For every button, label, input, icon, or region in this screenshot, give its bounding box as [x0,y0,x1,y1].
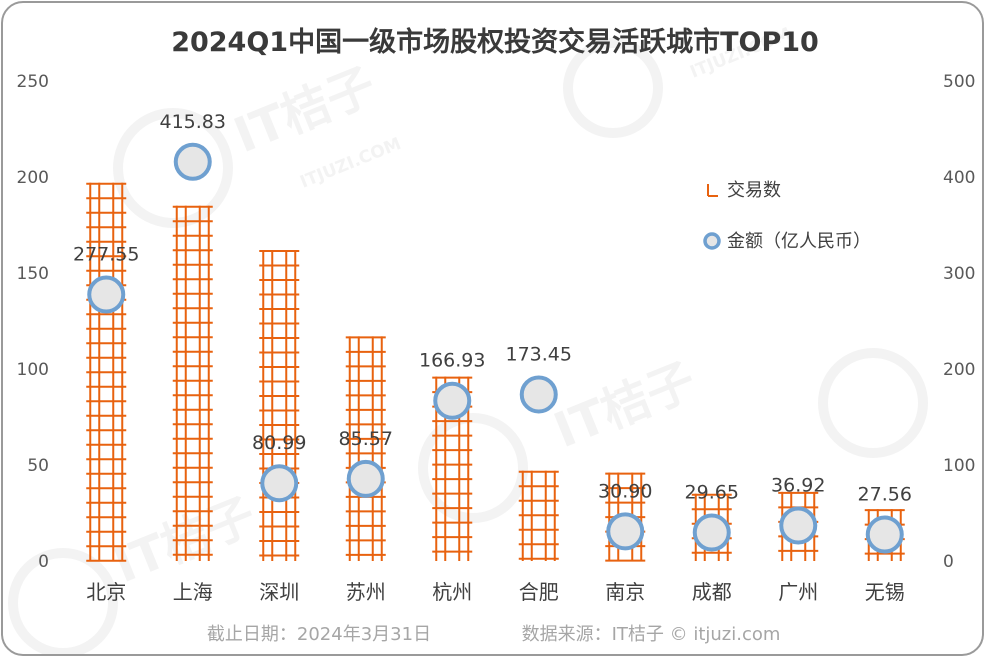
legend-point-icon [703,232,721,250]
category-label: 杭州 [432,580,472,604]
legend-bar-icon [707,184,718,197]
amount-data-label: 85.57 [339,428,393,450]
y-left-tick-label: 0 [38,552,49,572]
left-axis: 0 50 100 150 200 250 [17,72,49,572]
y-right-tick-label: 200 [943,360,975,380]
amount-data-label: 277.55 [73,244,139,266]
amount-point [692,513,731,552]
y-left-tick-label: 50 [27,456,49,476]
y-left-tick-label: 200 [17,168,49,188]
y-right-tick-label: 300 [943,264,975,284]
amount-data-label: 80.99 [252,432,306,454]
y-right-tick-label: 500 [943,72,975,92]
y-right-tick-label: 0 [943,552,954,572]
category-label: 合肥 [519,580,559,604]
footer-date: 截止日期：2024年3月31日 [207,624,431,645]
amount-data-label: 415.83 [160,111,226,133]
bar [518,470,559,561]
watermark-brand: IT桔子 [547,352,704,459]
y-left-tick-label: 150 [17,264,49,284]
category-label: 广州 [778,580,818,604]
chart-title: 2024Q1中国一级市场股权投资交易活跃城市TOP10 [171,26,819,58]
amount-data-label: 166.93 [419,350,485,372]
y-right-tick-label: 400 [943,168,975,188]
amount-point [346,459,385,498]
watermark-domain: ITJUZI.COM [297,134,404,193]
chart-svg: IT桔子 ITJUZI.COM ITJUZI.COM IT桔子 IT桔子 202… [8,24,975,654]
category-label: 南京 [605,580,645,604]
amount-data-label: 29.65 [685,482,739,504]
bar [86,182,127,562]
point-series [87,142,904,554]
watermark-logo [113,108,233,228]
category-axis: 北京 上海 深圳 苏州 杭州 合肥 南京 成都 广州 无锡 [86,580,905,604]
footer-source: 数据来源：IT桔子 © itjuzi.com [522,624,781,645]
category-label: 上海 [173,580,213,604]
amount-data-label: 27.56 [858,484,912,506]
amount-data-label: 36.92 [771,475,825,497]
y-left-tick-label: 250 [17,72,49,92]
category-label: 苏州 [346,580,386,604]
watermark-logo [563,38,663,138]
legend-point-label: 金额（亿人民币） [727,231,871,252]
amount-data-label: 173.45 [506,343,572,365]
amount-point [260,464,299,503]
category-label: 成都 [692,580,732,604]
bar [259,249,300,561]
watermark-logo [8,548,118,654]
y-left-tick-label: 100 [17,360,49,380]
bar [172,205,213,561]
amount-point [606,512,645,551]
watermark-logo [418,413,528,523]
amount-point [433,381,472,420]
amount-point [865,515,904,554]
legend-bar-label: 交易数 [727,180,781,201]
right-axis: 0 100 200 300 400 500 [943,72,975,572]
watermark-logo [818,348,928,458]
amount-point [87,275,126,314]
category-label: 北京 [86,580,126,604]
legend: 交易数 金额（亿人民币） [703,180,871,252]
category-label: 深圳 [259,580,299,604]
amount-point [173,142,212,181]
y-right-tick-label: 100 [943,456,975,476]
data-labels: 277.55 415.83 80.99 85.57 166.93 173.45 30.90 2… [73,111,912,506]
amount-point [519,375,558,414]
amount-data-label: 30.90 [598,480,652,502]
category-label: 无锡 [865,580,905,604]
amount-point [779,506,818,545]
